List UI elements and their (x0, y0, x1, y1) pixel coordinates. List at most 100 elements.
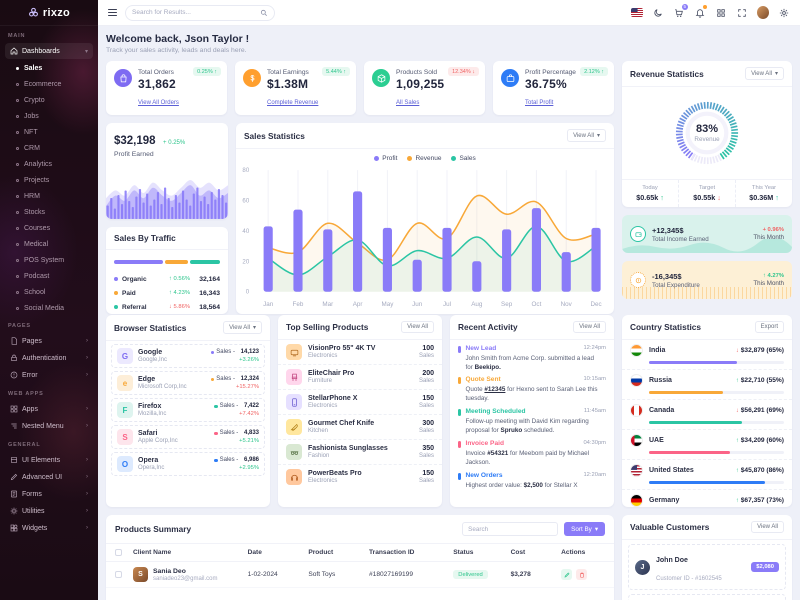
sidebar-item-utilities[interactable]: Utilities › (5, 503, 93, 519)
sidebar-item-projects[interactable]: Projects (0, 172, 98, 188)
sidebar-item-pages[interactable]: Pages › (5, 333, 93, 349)
user-avatar[interactable] (757, 6, 769, 19)
profit-earned-value: $32,198 (114, 135, 156, 147)
box-icon (372, 69, 390, 87)
view-all-button[interactable]: View All (751, 521, 784, 533)
sidebar-item-nft[interactable]: NFT (0, 124, 98, 140)
bullet-icon (16, 290, 19, 294)
sidebar-item-sales[interactable]: Sales (0, 60, 98, 76)
view-all-button[interactable]: View All ▾ (567, 129, 606, 142)
apps-grid-icon[interactable] (715, 7, 727, 19)
revenue-footer: Today $0.65k ↑ Target $0.55k ↓ This Year $0… (622, 179, 792, 207)
sidebar-item-hrm[interactable]: HRM (0, 188, 98, 204)
sidebar-item-nested-menu[interactable]: Nested Menu › (5, 418, 93, 434)
sidebar-item-widgets[interactable]: Widgets › (5, 520, 93, 536)
view-all-button[interactable]: View All (401, 321, 434, 333)
valuable-customers-card: Valuable Customers View All J John Doe Cu… (622, 515, 792, 600)
sidebar-item-social-media[interactable]: Social Media (0, 300, 98, 316)
country-row-germany: Germany ↑ $67,357 (73%) (622, 490, 792, 507)
sidebar-item-medical[interactable]: Medical (0, 236, 98, 252)
chevron-right-icon: › (86, 372, 88, 378)
view-all-button[interactable]: View All ▾ (745, 67, 784, 80)
delete-button[interactable] (576, 569, 588, 580)
sidebar-item-school[interactable]: School (0, 284, 98, 300)
sidebar-item-stocks[interactable]: Stocks (0, 204, 98, 220)
chair-icon (286, 369, 302, 385)
search-input[interactable] (132, 9, 260, 16)
dark-mode-icon[interactable] (652, 7, 664, 19)
stat-value: $1.38M (267, 77, 309, 91)
row-checkbox[interactable] (115, 571, 122, 578)
chevron-right-icon: › (86, 474, 88, 480)
stat-change-badge: 0.25% ↑ (193, 67, 221, 76)
tv-icon (286, 344, 302, 360)
table-header: Client Name Date Product Transaction ID … (106, 544, 614, 562)
sidebar-item-analytics[interactable]: Analytics (0, 156, 98, 172)
settings-gear-icon[interactable] (778, 7, 790, 19)
sidebar-item-advanced-ui[interactable]: Advanced UI › (5, 469, 93, 485)
bullet-icon (16, 82, 19, 86)
country-row-russia: Russia ↑ $22,710 (55%) (622, 370, 792, 400)
chevron-right-icon: › (86, 355, 88, 361)
browser-row-google: G Google Google,Inc Sales - 14,123 +3.26% (111, 344, 265, 368)
svg-text:May: May (381, 301, 394, 308)
view-all-button[interactable]: View All (573, 321, 606, 333)
svg-text:Nov: Nov (561, 301, 573, 308)
sort-by-button[interactable]: Sort By ▾ (564, 522, 605, 536)
product-row: Fashionista Sunglasses Fashion 350 Sales (278, 440, 442, 465)
stat-link[interactable]: Complete Revenue (267, 100, 319, 106)
up-arrow-icon: ↑ (660, 193, 664, 202)
cart-icon[interactable]: 5 (673, 3, 688, 19)
gauge-label: Revenue (694, 136, 720, 143)
sidebar-item-podcast[interactable]: Podcast (0, 268, 98, 284)
product-row: VisionPro 55" 4K TV Electronics 100 Sales (278, 340, 442, 365)
brand-logo[interactable]: rixzo (0, 0, 98, 26)
edit-button[interactable] (561, 569, 573, 580)
profit-earned-card: $32,198 + 0.25% Profit Earned (106, 123, 228, 219)
sidebar-item-ecommerce[interactable]: Ecommerce (0, 76, 98, 92)
browser-row-edge: e Edge Microsoft Corp,Inc Sales - 12,324 +… (111, 371, 265, 395)
chevron-right-icon: › (86, 491, 88, 497)
sidebar-item-authentication[interactable]: Authentication › (5, 350, 93, 366)
notifications-bell-icon[interactable] (694, 4, 707, 19)
menu-toggle-icon[interactable] (108, 8, 117, 17)
section-label-main: MAIN (8, 33, 26, 39)
sidebar-item-courses[interactable]: Courses (0, 220, 98, 236)
fullscreen-icon[interactable] (736, 7, 748, 19)
sidebar-item-apps[interactable]: Apps › (5, 401, 93, 417)
language-flag-icon[interactable] (631, 7, 643, 19)
search-icon[interactable] (260, 9, 268, 17)
sidebar-item-error[interactable]: Error › (5, 367, 93, 383)
export-button[interactable]: Export (754, 321, 784, 333)
stat-card-total-orders: Total Orders 31,862 View All Orders 0.25… (106, 61, 227, 115)
table-search-input[interactable] (462, 522, 559, 536)
income-change: + 0.96% (762, 227, 784, 233)
box-icon (11, 457, 17, 463)
table-row: S Sania Deo saniadeo23@gmail.com 1-02-202… (106, 562, 614, 588)
bullet-icon (16, 146, 19, 150)
chevron-right-icon: › (86, 525, 88, 531)
stat-link[interactable]: All Sales (396, 100, 420, 106)
sidebar-item-pos-system[interactable]: POS System (0, 252, 98, 268)
sidebar-item-crm[interactable]: CRM (0, 140, 98, 156)
sidebar-item-dashboards[interactable]: Dashboards ▾ (5, 43, 93, 59)
sales-statistics-card: Sales Statistics View All ▾ Profit Revenu… (236, 123, 614, 314)
global-search[interactable] (125, 4, 275, 21)
notification-dot (703, 4, 707, 9)
revenue-statistics-card: Revenue Statistics View All ▾ 83% Revenue… (622, 61, 792, 207)
view-all-button[interactable]: View All ▾ (223, 321, 262, 334)
stat-link[interactable]: Total Profit (525, 100, 554, 106)
svg-text:Oct: Oct (532, 301, 542, 308)
sidebar-item-crypto[interactable]: Crypto (0, 92, 98, 108)
traffic-row: Paid ↑ 4.23% 16,343 (106, 286, 228, 300)
sidebar-item-ui-elements[interactable]: UI Elements › (5, 452, 93, 468)
activity-item: Meeting Scheduled 11:45am Follow-up meeti… (450, 404, 614, 436)
select-all-checkbox[interactable] (115, 549, 122, 556)
bullet-icon (16, 194, 19, 198)
sidebar-item-forms[interactable]: Forms › (5, 486, 93, 502)
chevron-down-icon: ▾ (594, 525, 598, 533)
stat-link[interactable]: View All Orders (138, 100, 179, 106)
sidebar-item-jobs[interactable]: Jobs (0, 108, 98, 124)
stat-card-products-sold: Products Sold 1,09,255 All Sales 12.34% … (364, 61, 485, 115)
